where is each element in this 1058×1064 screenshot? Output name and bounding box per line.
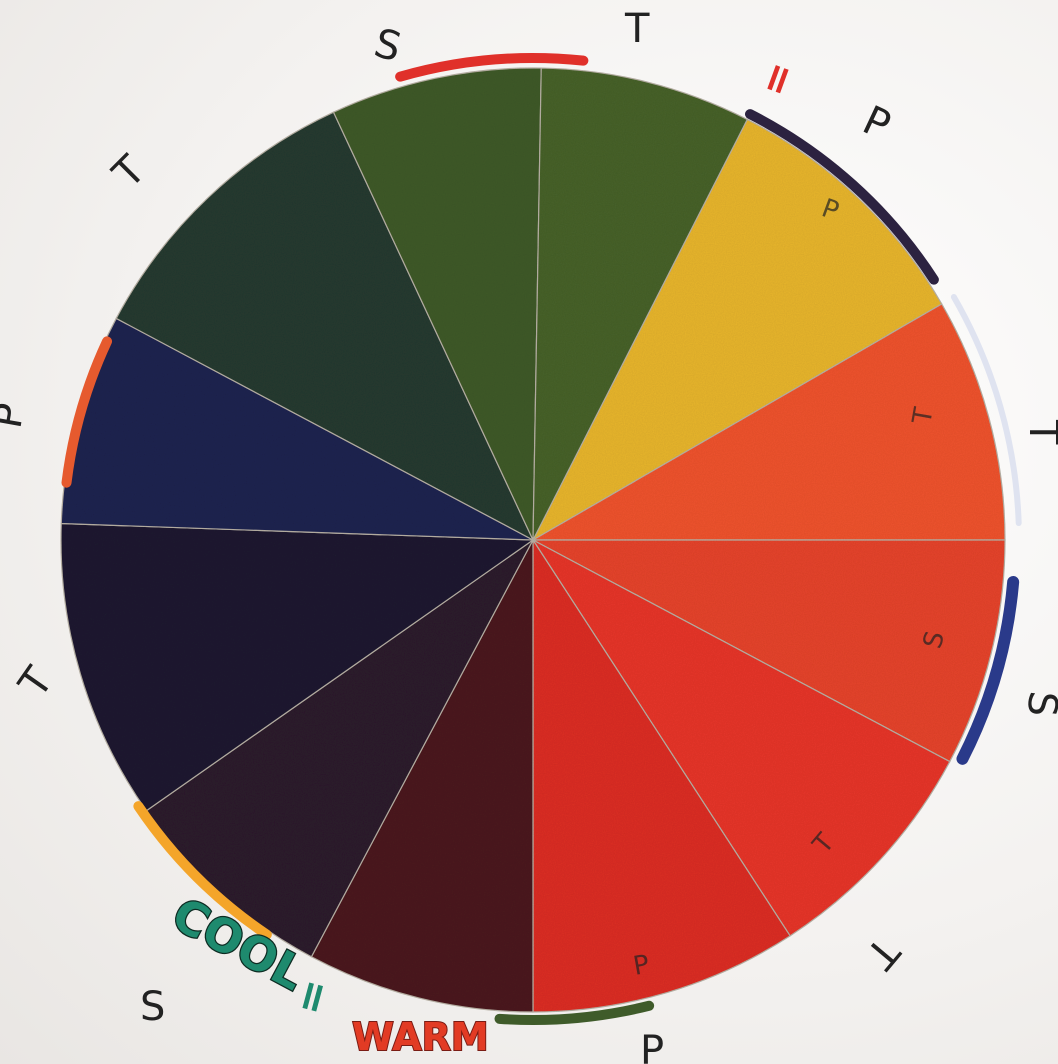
inner-label-red-orange: T (907, 405, 939, 427)
inner-label-red-2: P (631, 950, 652, 982)
arc-pale-blue (950, 294, 1022, 527)
warm-caption: WARM (352, 1015, 489, 1059)
wheel-segment-red-orange (530, 303, 1006, 541)
wheel-segment-red-orange-2 (532, 539, 1006, 763)
wheel-segment-dark-green (115, 111, 535, 542)
wheel-segments (60, 67, 1006, 1013)
arc-orange (133, 801, 272, 940)
wheel-segment-olive-green (332, 67, 542, 541)
wheel-segment-yellow (531, 118, 943, 542)
arc-blue (956, 576, 1020, 765)
wheel-segment-very-dark-navy (60, 522, 535, 812)
top-equals-mark: = (750, 55, 805, 102)
wheel-segment-dark-red (310, 539, 534, 1013)
outer-label-1: T (624, 6, 650, 52)
outer-label-3: T (1020, 419, 1058, 445)
inner-label-red-orange-2: S (918, 628, 951, 652)
outer-label-8: T (10, 659, 63, 707)
outer-label-6: P (640, 1028, 664, 1064)
arc-purple (745, 109, 939, 285)
outer-label-0: S (369, 20, 405, 71)
outer-label-9: P (0, 400, 34, 432)
outer-label-10: T (104, 147, 155, 198)
outer-label-2: P (856, 97, 897, 149)
arc-red-top (395, 53, 589, 82)
wheel-segment-red (531, 538, 951, 937)
arc-redorange (61, 336, 113, 488)
outer-label-5: T (856, 928, 908, 977)
wheel-segment-red-2 (532, 537, 791, 1013)
equals-mark: = (283, 973, 339, 1020)
wheel-segment-green (532, 67, 749, 541)
outer-label-7: S (140, 984, 165, 1030)
accent-arcs (61, 53, 1022, 1025)
arc-green (494, 1000, 655, 1025)
outer-label-4: S (1018, 689, 1058, 718)
